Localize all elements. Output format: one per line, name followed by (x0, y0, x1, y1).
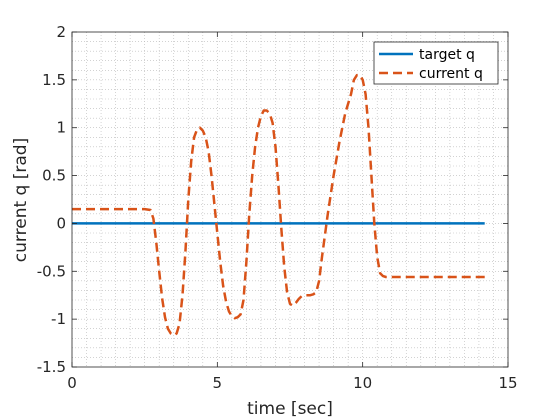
legend: target q current q (373, 41, 499, 85)
x-tick-label: 15 (498, 374, 517, 392)
y-tick-label: -0.5 (37, 262, 66, 280)
grid (72, 32, 508, 367)
x-tick-label: 5 (213, 374, 223, 392)
series-lines (72, 73, 485, 337)
legend-box (373, 41, 499, 85)
y-tick-label: 1 (56, 119, 66, 137)
y-tick-label: 1.5 (42, 71, 66, 89)
axis-ticks (71, 31, 509, 368)
legend-label-target-q: target q (419, 47, 475, 63)
plot-frame (71, 31, 509, 368)
series-line-current-q (72, 73, 485, 337)
y-tick-label: -1.5 (37, 358, 66, 376)
y-tick-label: 2 (56, 23, 66, 41)
y-tick-label: 0 (56, 214, 66, 232)
y-tick-label: -1 (51, 310, 66, 328)
tick-labels: 0 5 10 15 -1.5 -1 -0.5 0 0.5 1 1.5 2 (37, 23, 518, 392)
x-tick-label: 0 (67, 374, 77, 392)
y-tick-label: 0.5 (42, 167, 66, 185)
x-axis-label: time [sec] (247, 399, 333, 419)
x-tick-label: 10 (353, 374, 372, 392)
y-axis-label: current q [rad] (11, 138, 31, 262)
legend-label-current-q: current q (419, 66, 483, 82)
